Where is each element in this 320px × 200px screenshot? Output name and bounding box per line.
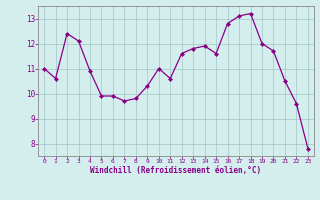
X-axis label: Windchill (Refroidissement éolien,°C): Windchill (Refroidissement éolien,°C) (91, 166, 261, 175)
